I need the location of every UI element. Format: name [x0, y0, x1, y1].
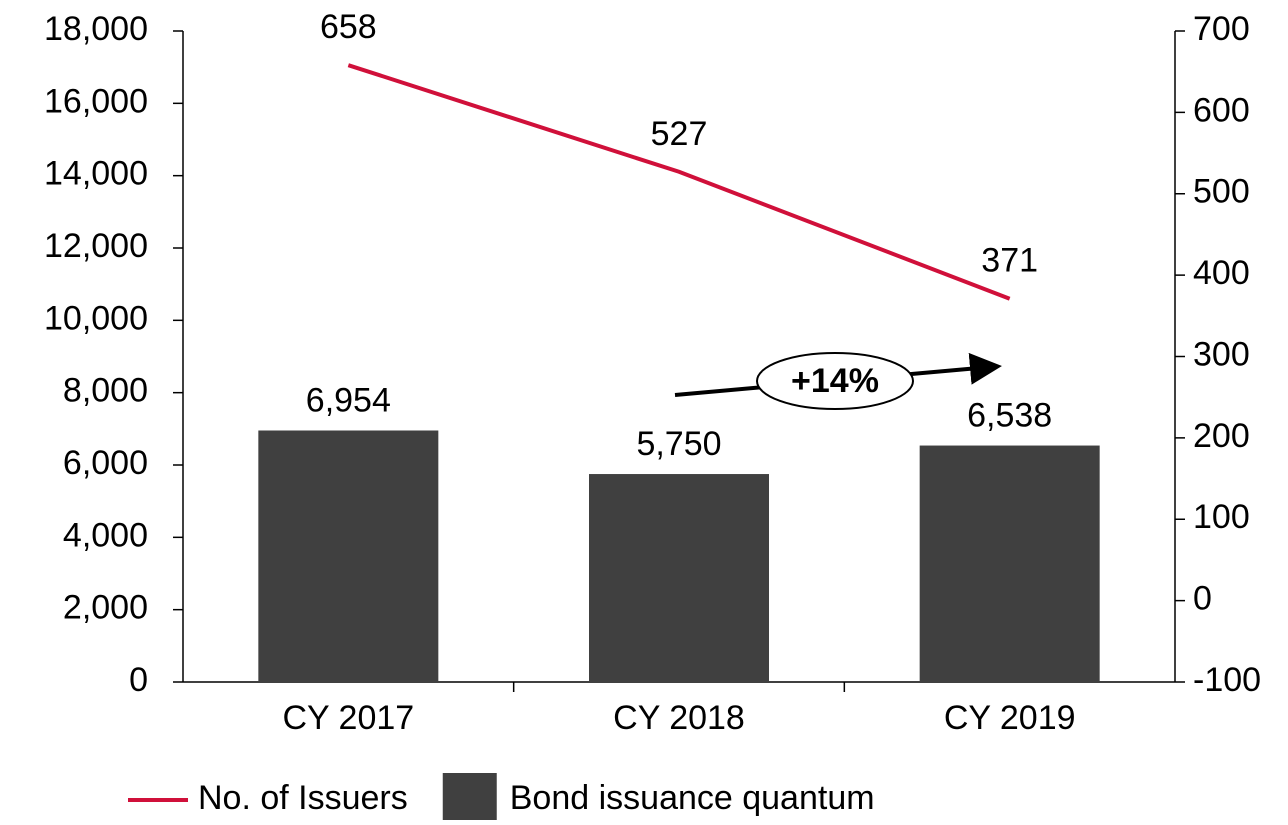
y-tick-label: 10,000 [44, 299, 148, 337]
annotation-ellipse [756, 352, 914, 410]
y-tick-label: 2,000 [63, 589, 148, 627]
y2-tick-label: 100 [1193, 498, 1250, 536]
x-tick-label: CY 2017 [282, 699, 414, 737]
growth-annotation: +14% [674, 352, 1002, 410]
x-tick-label: CY 2018 [613, 699, 745, 737]
y2-tick-label: -100 [1193, 661, 1261, 699]
bar [258, 430, 439, 682]
legend-label: No. of Issuers [198, 779, 408, 817]
bar-value-label: 6,954 [306, 381, 391, 419]
annotation-text: +14% [791, 362, 879, 400]
bar [919, 445, 1100, 682]
bar [589, 474, 769, 682]
line [347, 63, 1011, 301]
y-tick-label: 16,000 [44, 82, 148, 120]
line-value-label: 371 [981, 242, 1038, 280]
y2-tick-label: 300 [1193, 335, 1250, 373]
legend-swatch [442, 773, 497, 825]
y-tick-label: 0 [129, 661, 148, 699]
y-tick-label: 14,000 [44, 155, 148, 193]
y-tick-label: 8,000 [63, 372, 148, 410]
y2-tick-label: 600 [1193, 91, 1250, 129]
y-tick-label: 12,000 [44, 227, 148, 265]
bar-value-label: 5,750 [636, 425, 721, 463]
bar-value-label: 6,538 [967, 397, 1052, 435]
y2-tick-label: 200 [1193, 417, 1250, 455]
y-tick-label: 18,000 [44, 10, 148, 48]
legend-label: Bond issuance quantum [510, 779, 875, 817]
y2-tick-label: 0 [1193, 580, 1212, 618]
line-value-label: 658 [320, 8, 377, 46]
y2-tick-label: 400 [1193, 254, 1250, 292]
x-tick-label: CY 2019 [944, 699, 1076, 737]
y-tick-label: 6,000 [63, 444, 148, 482]
y-tick-label: 4,000 [63, 516, 148, 554]
line-value-label: 527 [651, 115, 708, 153]
y2-tick-label: 500 [1193, 173, 1250, 211]
y2-tick-label: 700 [1193, 10, 1250, 48]
